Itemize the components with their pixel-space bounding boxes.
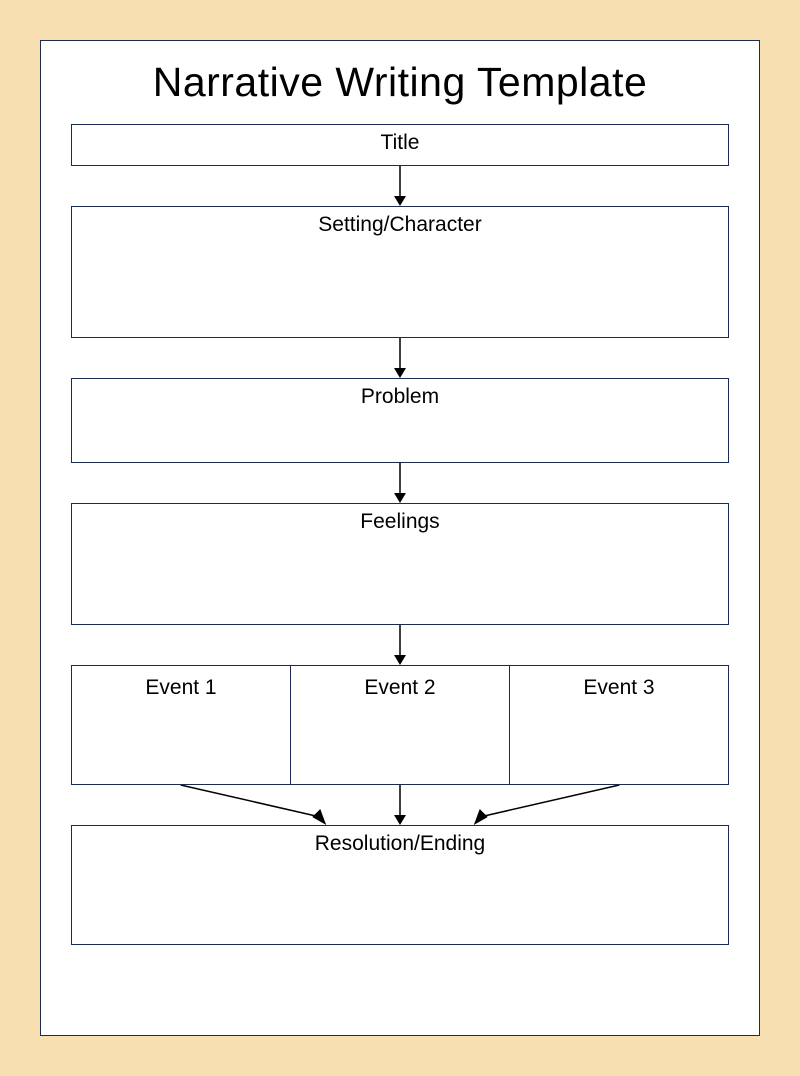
box-setting-character: Setting/Character [71, 206, 729, 338]
page-title: Narrative Writing Template [153, 59, 648, 106]
box-feelings: Feelings [71, 503, 729, 625]
box-title: Title [71, 124, 729, 166]
arrow-setting-to-problem [71, 338, 729, 378]
box-problem: Problem [71, 378, 729, 463]
box-event-2: Event 2 [291, 665, 510, 785]
arrows-events-to-resolution [71, 785, 729, 825]
arrow-feelings-to-events [71, 625, 729, 665]
page-background: Narrative Writing Template Title Setting… [0, 0, 800, 1076]
template-sheet: Narrative Writing Template Title Setting… [40, 40, 760, 1036]
box-event-1: Event 1 [71, 665, 291, 785]
box-resolution-ending: Resolution/Ending [71, 825, 729, 945]
arrow-title-to-setting [71, 166, 729, 206]
box-event-3: Event 3 [510, 665, 729, 785]
events-row: Event 1 Event 2 Event 3 [71, 665, 729, 785]
arrow-problem-to-feelings [71, 463, 729, 503]
